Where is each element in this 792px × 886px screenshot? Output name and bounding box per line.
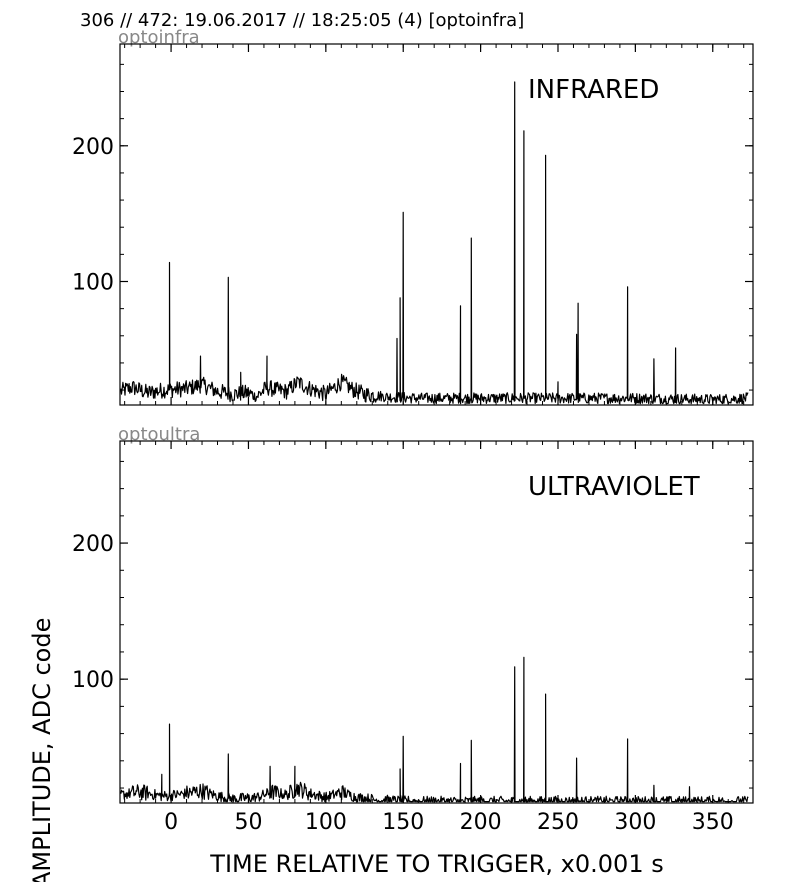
y-tick-label: 100: [72, 668, 114, 693]
channel-annotation: ULTRAVIOLET: [528, 472, 700, 502]
x-axis-label: TIME RELATIVE TO TRIGGER, x0.001 s: [209, 850, 663, 878]
series-line: [120, 656, 749, 803]
y-tick-label: 100: [72, 271, 114, 296]
series-line: [120, 81, 749, 405]
x-tick-label: 200: [460, 810, 502, 835]
chart-panel-optoultra: optoultra 0 50 100 150 200 250 300 350 100 200 ULTR…: [28, 424, 754, 886]
y-tick-label: 200: [72, 135, 114, 160]
channel-label: optoultra: [118, 424, 200, 445]
x-tick-label: 50: [234, 810, 262, 835]
x-tick-label: 350: [692, 810, 734, 835]
plot-frame: [119, 440, 754, 804]
y-axis-label: AMPLITUDE, ADC code: [28, 618, 56, 882]
x-tick-label: 100: [305, 810, 347, 835]
chart-panel-optoinfra: optoinfra 100 200 INFRARED: [72, 27, 754, 406]
y-tick-label: 200: [72, 532, 114, 557]
x-tick-label: 300: [614, 810, 656, 835]
x-tick-label: 0: [164, 810, 178, 835]
channel-annotation: INFRARED: [528, 75, 659, 105]
plot-frame: [119, 43, 754, 406]
channel-label: optoinfra: [118, 27, 200, 48]
figure-title: 306 // 472: 19.06.2017 // 18:25:05 (4) […: [80, 10, 524, 31]
x-tick-label: 150: [382, 810, 424, 835]
x-tick-label: 250: [537, 810, 579, 835]
